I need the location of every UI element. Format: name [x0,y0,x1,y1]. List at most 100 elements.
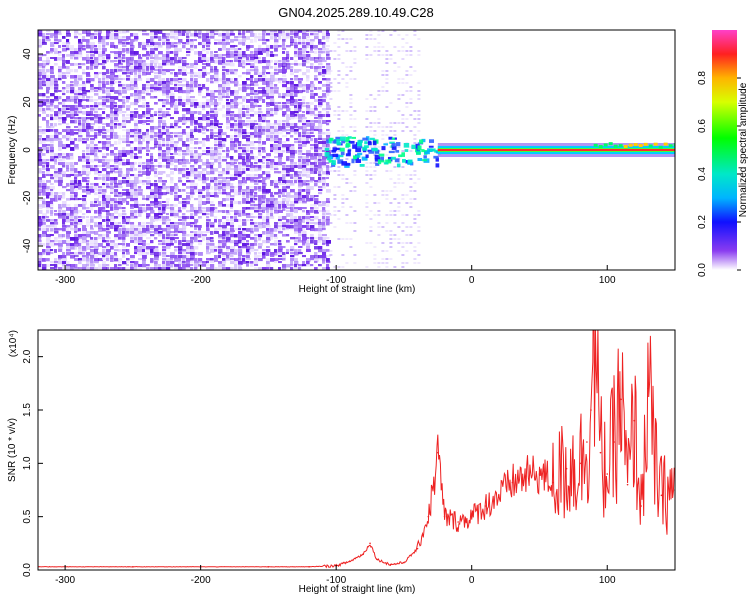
spectrogram-cell [421,138,426,143]
spectrogram-cell [298,105,302,109]
spectrogram-cell [345,182,349,184]
spectrogram-cell [86,72,91,76]
spectrogram-cell [114,165,119,169]
spectrogram-cell [134,153,138,156]
spectrogram-cell [306,60,310,64]
spectrogram-cell [246,120,251,123]
spectrogram-cell [234,144,238,148]
spectrogram-cell [46,81,51,85]
spectrogram-cell [381,30,385,32]
spectrogram-cell [258,201,263,205]
spectrogram-cell [146,186,151,190]
spectrogram-cell [302,42,306,45]
spectrogram-cell [206,219,211,222]
spectrogram-cell [90,267,95,270]
spectrogram-cell [58,171,62,175]
spectrogram-cell [389,130,393,132]
spectrogram-cell [102,99,107,102]
spectrogram-cell [428,139,435,143]
spectrogram-cell [182,132,187,135]
spectrogram-cell [122,252,126,255]
spectrogram-cell [158,147,162,151]
spectrogram-cell [190,261,194,264]
spectrogram-cell [242,168,246,172]
spectrogram-cell [174,228,179,232]
spectrogram-cell [250,45,254,48]
spectrogram-cell [326,237,330,240]
spectrogram-cell [258,147,263,150]
spectrogram-cell [98,36,103,40]
spectrogram-cell [206,243,211,246]
spectrogram-cell [98,159,102,163]
spectrogram-cell [62,36,66,39]
spectrogram-cell [54,114,59,117]
spectrogram-cell [58,240,63,243]
spectrogram-cell [290,174,294,178]
spectrogram-cell [258,159,263,163]
spectrogram-cell [94,222,98,226]
spectrogram-cell [186,210,191,213]
spectrogram-cell [130,222,135,225]
spectrogram-cell [206,147,210,150]
spectrogram-cell [226,204,231,208]
spectrogram-cell [106,87,111,90]
spectrogram-cell [302,87,306,91]
spectrogram-cell [130,261,135,264]
spectrogram-cell [353,62,357,64]
spectrogram-cell [134,252,138,255]
spectrogram-cell [182,219,187,222]
spectrogram-cell [182,159,187,162]
spectrogram-cell [234,93,239,96]
spectrogram-cell [58,243,63,247]
spectrogram-cell [286,120,290,124]
spectrogram-cell [150,126,155,130]
spectrogram-cell [198,258,203,262]
spectrogram-cell [322,144,327,148]
spectrogram-cell [138,60,143,63]
spectrogram-cell [102,36,107,40]
spectrogram-cell [146,117,151,120]
spectrogram-cell [38,108,42,112]
spectrogram-cell [126,66,130,70]
spectrogram-cell [106,213,111,216]
spectrogram-cell [298,99,302,102]
spectrogram-cell [286,213,291,217]
spectrogram-cell [333,114,337,116]
spectrogram-cell [70,213,74,216]
spectrogram-cell [202,69,207,73]
spectrogram-cell [258,132,263,135]
spectrogram-cell [130,57,134,61]
spectrogram-cell [166,39,170,42]
spectrogram-cell [222,189,226,192]
spectrogram-cell [90,45,95,49]
spectrogram-cell [413,246,417,248]
spectrogram-cell [314,195,319,198]
spectrogram-cell [146,120,151,123]
spectrogram-cell [302,54,306,57]
spectrogram-cell [162,102,167,105]
spectrogram-cell [134,201,139,205]
spectrogram-cell [329,254,333,256]
spectrogram-cell [174,153,179,156]
spectrogram-cell [58,258,62,261]
spectrogram-cell [102,129,107,132]
spectrogram-cell [258,174,263,178]
spectrogram-cell [306,159,311,163]
spectrogram-cell [286,60,290,63]
spectrogram-cell [238,135,242,138]
spectrogram-cell [214,186,219,190]
spectrogram-cell [397,162,401,164]
spectrogram-cell [74,240,79,244]
spectrogram-cell [417,122,421,124]
spectrogram-cell [329,150,333,152]
spectrogram-cell [154,183,158,187]
spectrogram-cell [242,147,246,151]
spectrogram-cell [102,192,106,196]
spectrogram-cell [345,198,349,200]
spectrogram-cell [190,234,195,238]
spectrogram-cell [46,96,50,99]
spectrogram-cell [186,162,191,165]
spectrogram-cell [194,177,198,180]
spectrogram-cell [74,111,78,114]
spectrogram-cell [274,120,278,124]
